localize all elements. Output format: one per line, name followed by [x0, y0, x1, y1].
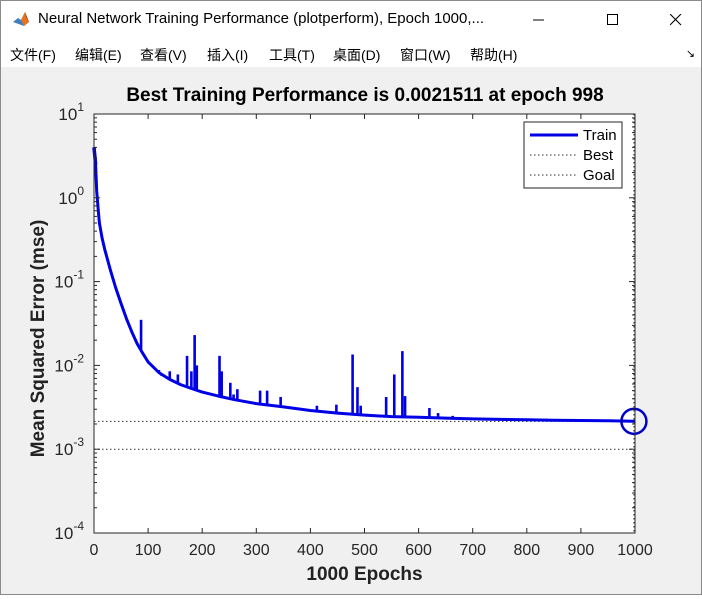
menu-bar: 文件(F) 编辑(E) 查看(V) 插入(I) 工具(T) 桌面(D) 窗口(W… [1, 39, 701, 67]
y-tick-label: 10-3 [54, 435, 84, 459]
window-title: Neural Network Training Performance (plo… [38, 10, 485, 27]
title-bar[interactable]: Neural Network Training Performance (plo… [1, 1, 701, 39]
close-icon [670, 14, 682, 26]
maximize-icon [607, 14, 618, 25]
menu-help[interactable]: 帮助(H) [470, 47, 518, 63]
y-tick-label: 10-2 [54, 351, 84, 375]
train-line [92, 147, 636, 423]
x-tick-label: 100 [135, 542, 162, 559]
x-tick-label: 700 [459, 542, 486, 559]
x-tick-label: 400 [297, 542, 324, 559]
menu-edit[interactable]: 编辑(E) [75, 47, 122, 63]
minimize-icon [533, 19, 544, 21]
x-axis-label: 1000 Epochs [306, 564, 422, 585]
y-tick-label: 101 [58, 100, 84, 124]
figure-area: Best Training Performance is 0.0021511 a… [1, 67, 701, 594]
close-button[interactable] [653, 1, 699, 39]
x-tick-label: 800 [513, 542, 540, 559]
x-tick-label: 500 [351, 542, 378, 559]
chart-title: Best Training Performance is 0.0021511 a… [126, 85, 603, 106]
matlab-icon [13, 12, 29, 26]
legend-label: Best [583, 147, 614, 164]
minimize-button[interactable] [516, 1, 562, 39]
menu-tools[interactable]: 工具(T) [269, 47, 315, 63]
legend-label: Train [583, 127, 617, 144]
menu-view[interactable]: 查看(V) [140, 47, 187, 63]
x-tick-label: 1000 [617, 542, 653, 559]
menu-desktop[interactable]: 桌面(D) [333, 47, 381, 63]
x-tick-label: 600 [405, 542, 432, 559]
maximize-button[interactable] [590, 1, 636, 39]
toolbar-toggle-icon[interactable]: ↘ [685, 48, 695, 60]
legend-label: Goal [583, 167, 615, 184]
menu-file[interactable]: 文件(F) [10, 47, 56, 63]
x-tick-label: 200 [189, 542, 216, 559]
x-tick-label: 900 [568, 542, 595, 559]
menu-window[interactable]: 窗口(W) [400, 47, 451, 63]
menu-insert[interactable]: 插入(I) [207, 47, 249, 63]
y-tick-label: 10-1 [54, 268, 84, 292]
x-tick-label: 300 [243, 542, 270, 559]
y-axis-label: Mean Squared Error (mse) [28, 220, 49, 458]
legend-box [523, 121, 623, 189]
y-tick-label: 100 [58, 184, 84, 208]
x-tick-label: 0 [90, 542, 99, 559]
y-tick-label: 10-4 [54, 519, 84, 543]
performance-chart: Best Training Performance is 0.0021511 a… [28, 85, 653, 585]
